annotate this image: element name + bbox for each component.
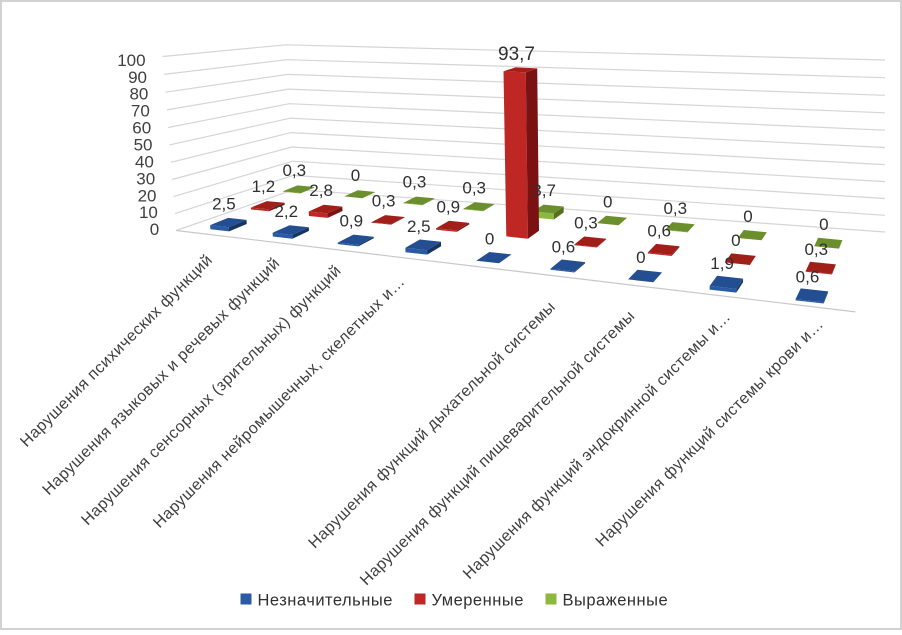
svg-text:0: 0 bbox=[603, 192, 612, 211]
svg-text:0,6: 0,6 bbox=[552, 237, 576, 256]
svg-text:80: 80 bbox=[129, 85, 148, 104]
svg-text:0,3: 0,3 bbox=[574, 214, 598, 233]
svg-text:0,3: 0,3 bbox=[403, 173, 427, 192]
svg-text:0,3: 0,3 bbox=[663, 199, 687, 218]
svg-text:30: 30 bbox=[136, 169, 155, 188]
svg-text:0,6: 0,6 bbox=[647, 221, 671, 240]
svg-text:Умеренные: Умеренные bbox=[432, 592, 524, 610]
svg-text:Незначительные: Незначительные bbox=[258, 592, 393, 610]
svg-text:100: 100 bbox=[117, 51, 145, 70]
svg-text:2,8: 2,8 bbox=[309, 181, 333, 200]
svg-text:0,3: 0,3 bbox=[372, 192, 396, 211]
svg-text:0,3: 0,3 bbox=[804, 240, 828, 259]
svg-text:1,2: 1,2 bbox=[252, 177, 276, 196]
svg-text:20: 20 bbox=[138, 186, 157, 205]
svg-text:93,7: 93,7 bbox=[498, 44, 535, 65]
svg-text:0: 0 bbox=[819, 215, 828, 234]
svg-text:1,9: 1,9 bbox=[710, 254, 734, 273]
svg-text:60: 60 bbox=[132, 119, 151, 138]
svg-text:0,6: 0,6 bbox=[796, 267, 820, 286]
svg-text:0,9: 0,9 bbox=[339, 212, 363, 231]
svg-text:2,5: 2,5 bbox=[212, 195, 236, 214]
svg-text:3,7: 3,7 bbox=[532, 181, 556, 200]
svg-text:40: 40 bbox=[135, 152, 154, 171]
svg-text:0: 0 bbox=[485, 230, 494, 249]
svg-text:0,9: 0,9 bbox=[436, 198, 460, 217]
svg-text:2,5: 2,5 bbox=[407, 217, 431, 236]
svg-text:70: 70 bbox=[131, 102, 150, 121]
svg-text:0,3: 0,3 bbox=[462, 179, 486, 198]
svg-text:50: 50 bbox=[134, 136, 153, 155]
svg-text:2,2: 2,2 bbox=[274, 202, 298, 221]
svg-text:0,3: 0,3 bbox=[282, 161, 306, 180]
svg-text:0: 0 bbox=[636, 248, 645, 267]
svg-text:Выраженные: Выраженные bbox=[563, 592, 669, 610]
svg-text:90: 90 bbox=[128, 68, 147, 87]
svg-text:0: 0 bbox=[743, 207, 752, 226]
svg-text:0: 0 bbox=[351, 166, 360, 185]
svg-text:0: 0 bbox=[731, 231, 740, 250]
svg-text:0: 0 bbox=[150, 220, 159, 239]
svg-text:10: 10 bbox=[139, 203, 158, 222]
